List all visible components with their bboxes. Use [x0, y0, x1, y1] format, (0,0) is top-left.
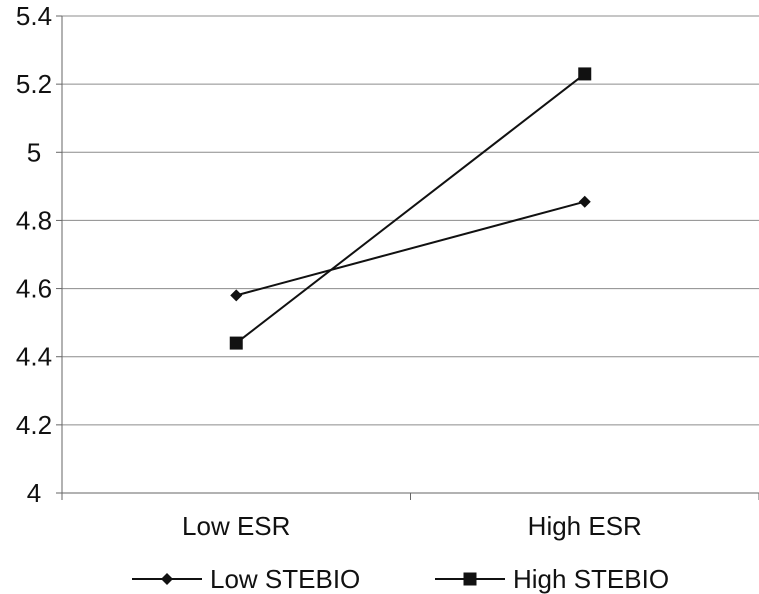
y-tick-label: 4.4	[16, 342, 52, 372]
legend-item-low-stebio: Low STEBIO	[132, 564, 360, 594]
x-category-label: High ESR	[528, 511, 642, 541]
gridlines	[62, 15, 759, 426]
y-tick-label: 4.8	[16, 205, 52, 235]
data-point-high-stebio	[578, 67, 592, 81]
y-tick-label: 4	[27, 478, 41, 508]
legend: Low STEBIO High STEBIO	[132, 564, 669, 594]
series-line-low-stebio	[235, 200, 586, 297]
data-point-low-stebio	[578, 195, 591, 208]
x-axis: Low ESR High ESR	[61, 492, 759, 541]
series-high-stebio	[229, 67, 592, 350]
series-line-high-stebio	[235, 73, 586, 344]
x-category-label: Low ESR	[182, 511, 290, 541]
y-tick-label: 5.2	[16, 69, 52, 99]
legend-item-high-stebio: High STEBIO	[435, 564, 669, 594]
data-point-high-stebio	[229, 336, 243, 350]
series-low-stebio	[230, 195, 591, 302]
legend-label-high-stebio: High STEBIO	[513, 564, 669, 594]
y-tick-label: 5.4	[16, 1, 52, 31]
legend-label-low-stebio: Low STEBIO	[210, 564, 360, 594]
series-group	[229, 67, 592, 350]
y-tick-label: 4.6	[16, 274, 52, 304]
data-point-low-stebio	[230, 289, 243, 302]
y-axis: 4 4.2 4.4 4.6 4.8 5 5.2 5.4	[16, 1, 63, 508]
legend-marker-high-stebio	[463, 572, 477, 586]
y-tick-label: 5	[27, 137, 41, 167]
y-tick-label: 4.2	[16, 410, 52, 440]
legend-marker-low-stebio	[161, 573, 173, 585]
